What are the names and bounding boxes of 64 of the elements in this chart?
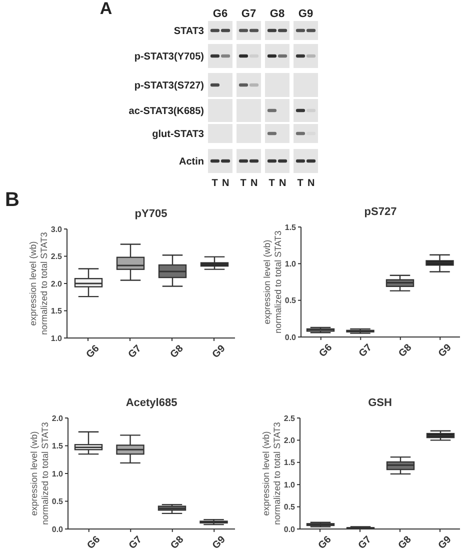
y-tick-label: 2.0 [284,436,296,446]
y-tick-label: 0.5 [284,296,297,306]
x-tick-label: G7 [357,342,375,360]
x-tick-label: G7 [356,534,374,552]
y-tick-label: 2.0 [52,414,64,423]
x-tick-label: G9 [436,342,454,360]
y-tick-label: 1.0 [284,260,297,269]
x-tick-label: G9 [210,342,228,360]
y-tick-label: 0.5 [52,497,64,506]
text: N [279,178,286,189]
x-tick-label: G9 [436,534,454,552]
y-tick-label: 2.5 [284,414,296,423]
category-label: glut-STAT3 [152,129,204,140]
category-label: G6 [212,8,228,20]
y-axis-title: expression level (wb) normalized to total STAT3 [261,422,282,525]
y-tick-label: 0.0 [284,524,296,534]
y-axis-title: expression level (wb) normalized to total STAT3 [28,232,49,335]
y-tick-label: 0.5 [284,502,296,512]
text: T [212,178,218,189]
y-axis-title: expression level (wb) normalized to total STAT3 [262,230,283,334]
text: T [268,178,275,189]
y-tick-label: 0.0 [52,524,64,534]
y-tick-label: 1.5 [50,306,63,316]
text: T [297,178,304,189]
x-tick-label: G8 [396,534,414,552]
x-tick-label: G8 [396,342,414,360]
y-tick-label: 1.0 [50,334,63,343]
chart-title: Acetyl685 [124,396,178,411]
chart-title: pS727 [363,205,398,220]
x-tick-label: G8 [168,342,186,360]
text: N [308,178,315,189]
chart-title: pY705 [134,207,168,222]
text: N [222,178,230,189]
chart-title: GSH [367,396,393,411]
x-tick-label: G9 [210,534,228,552]
y-axis-title: expression level (wb) normalized to total STAT3 [29,422,50,525]
y-tick-label: 3.0 [50,224,63,234]
category-label: G7 [241,8,256,20]
x-tick-label: G7 [127,534,145,552]
y-tick-label: 1.5 [284,222,297,232]
text: N [250,178,258,189]
category-label: G9 [298,8,314,20]
y-tick-label: 1.5 [284,458,296,468]
text: B [5,189,20,211]
category-label: p-STAT3(Y705) [134,52,204,62]
y-tick-label: 1.0 [52,469,64,478]
x-tick-label: G6 [317,342,335,360]
category-label: Actin [179,156,204,168]
x-tick-label: G7 [126,342,144,360]
text: T [240,178,246,189]
x-tick-label: G6 [85,534,103,552]
x-tick-label: G6 [84,342,102,360]
category-label: STAT3 [174,26,204,37]
category-label: G8 [270,8,285,20]
category-label: p-STAT3(S727) [134,80,204,92]
category-label: ac-STAT3(K685) [128,106,204,117]
x-tick-label: G6 [316,534,334,552]
x-tick-label: G8 [168,534,186,552]
y-tick-label: 2.0 [50,279,63,288]
y-tick-label: 0.0 [284,332,297,342]
y-tick-label: 1.5 [52,442,64,451]
y-tick-label: 1.0 [284,480,296,490]
text: A [100,0,112,18]
y-tick-label: 2.5 [50,252,63,262]
